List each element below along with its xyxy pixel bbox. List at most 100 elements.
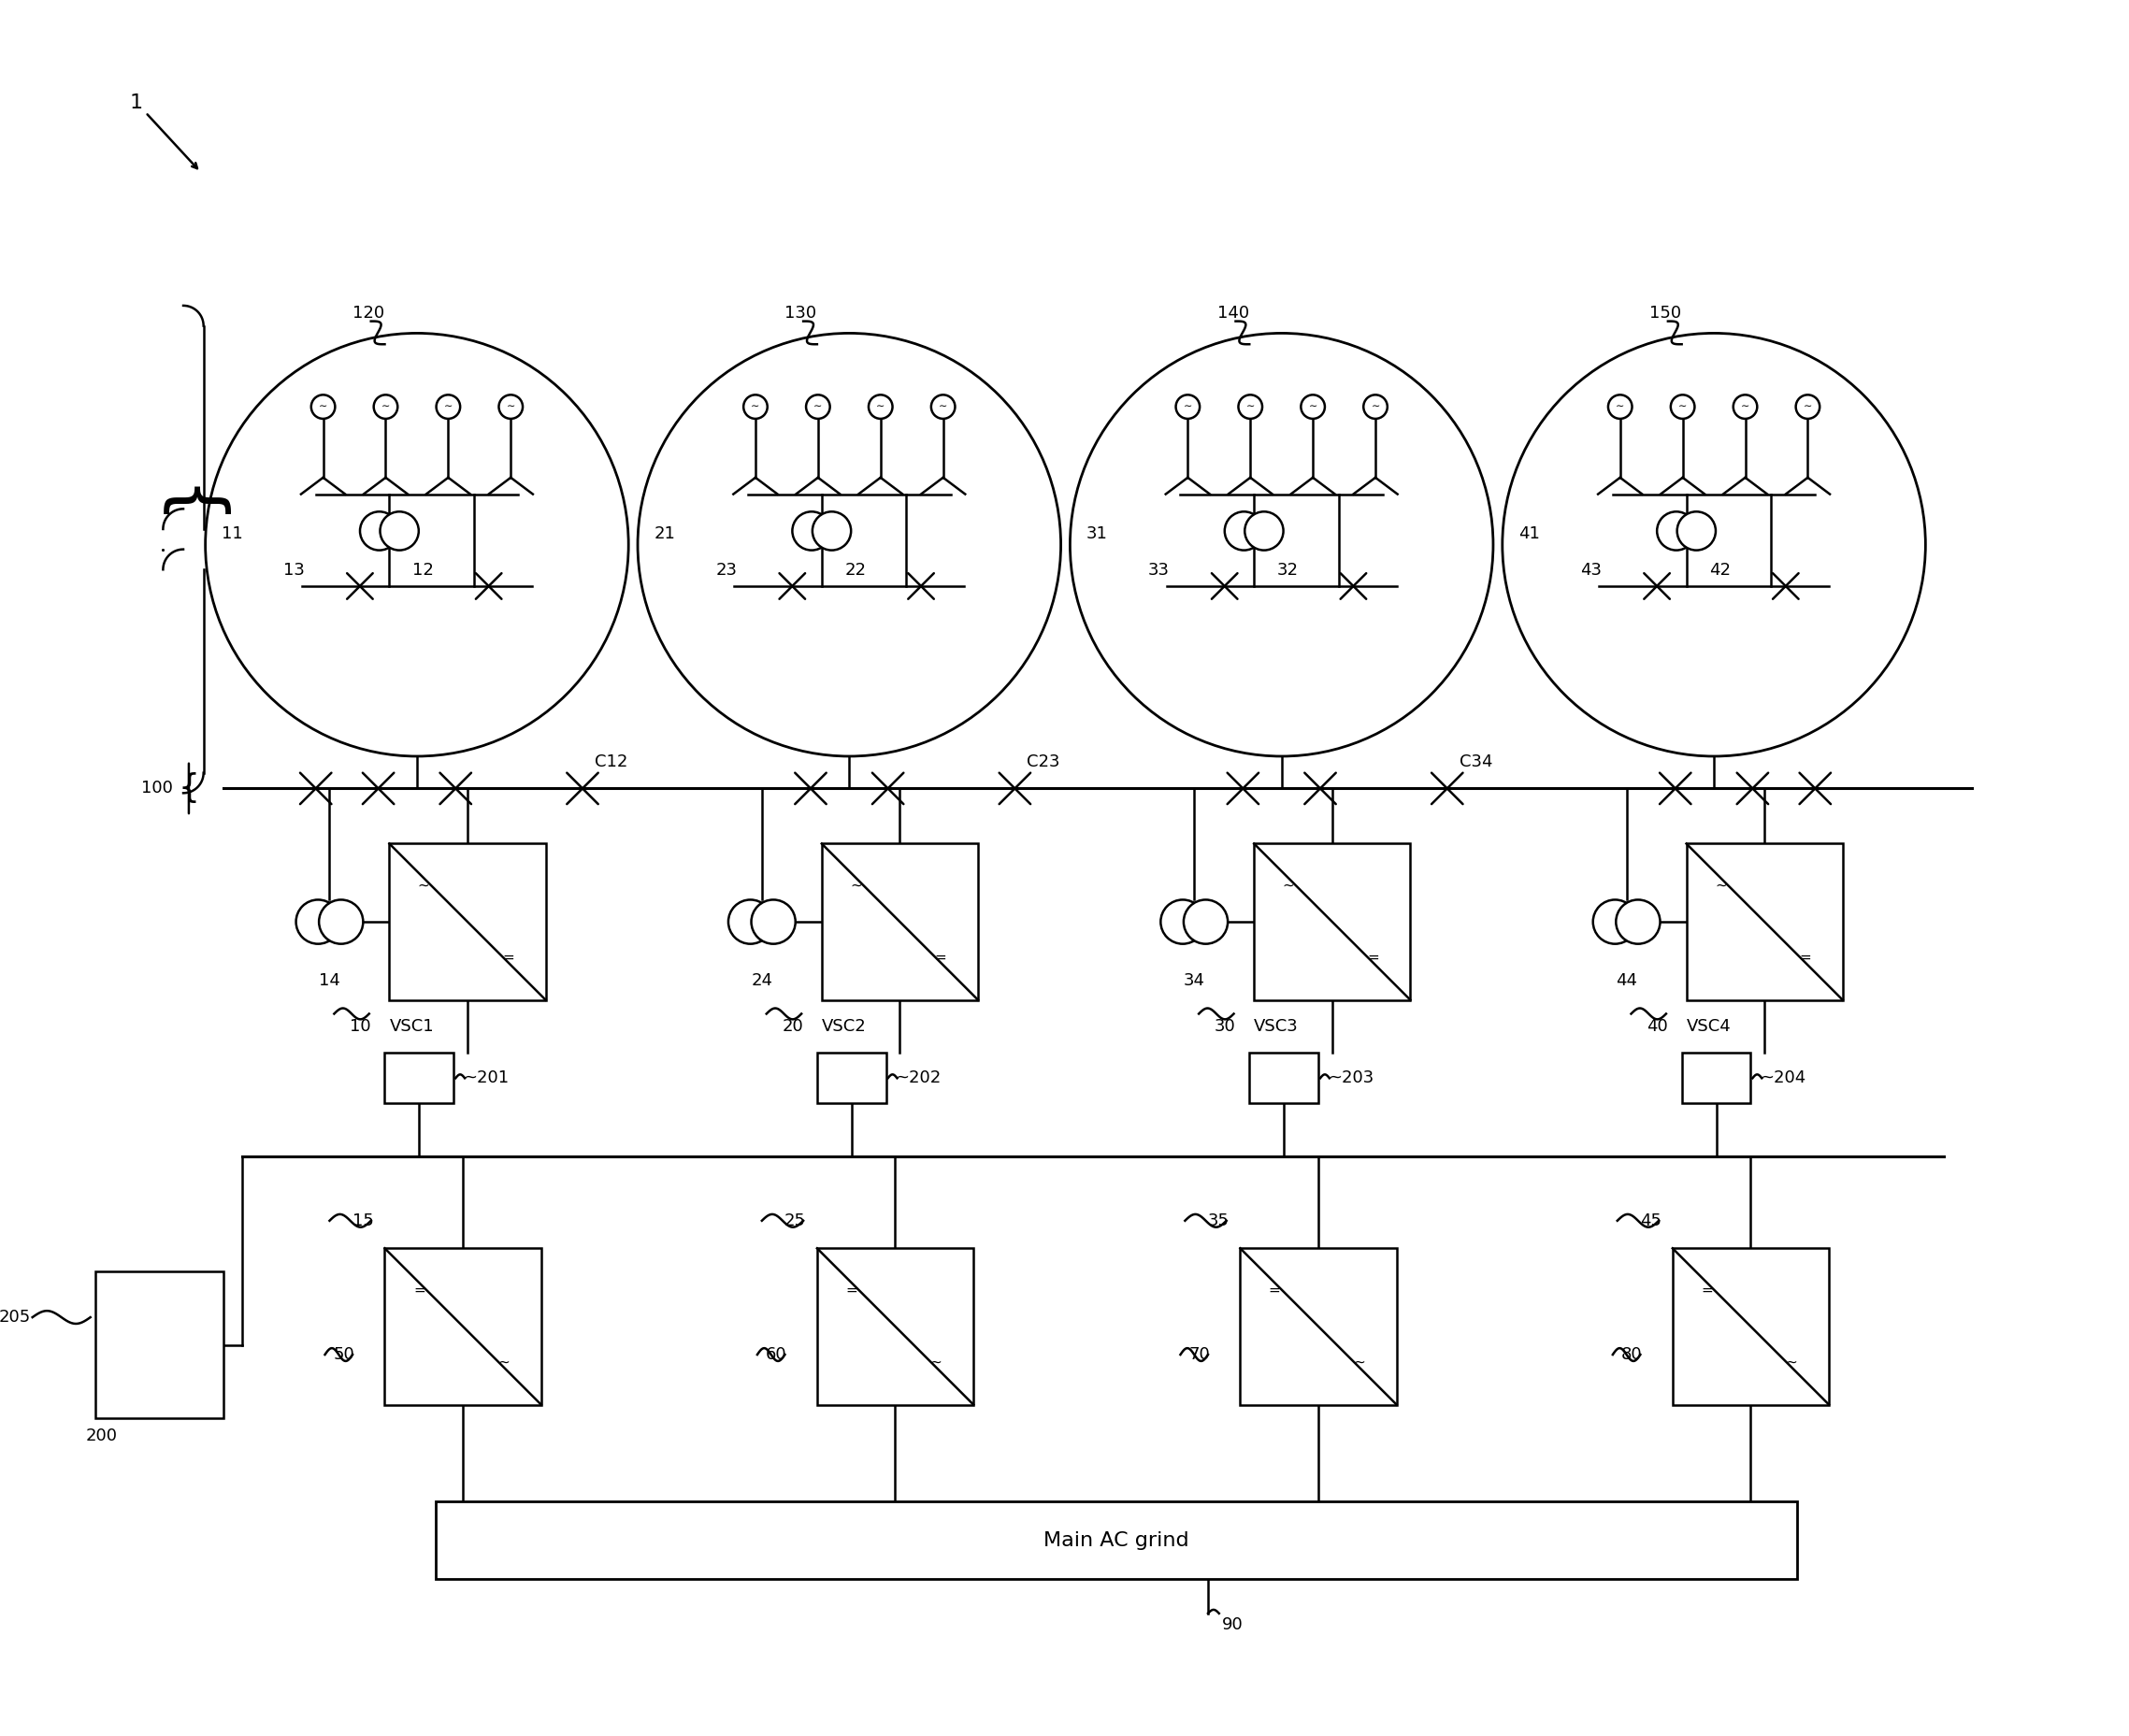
Text: VSC4: VSC4: [1686, 1019, 1731, 1035]
Text: ~: ~: [417, 878, 430, 892]
Circle shape: [375, 394, 398, 418]
Circle shape: [1184, 899, 1228, 944]
Text: 32: 32: [1277, 562, 1299, 578]
Text: ∼: ∼: [1371, 403, 1380, 411]
Text: ~: ~: [1282, 878, 1294, 892]
Text: =: =: [1799, 951, 1812, 965]
Text: VSC3: VSC3: [1254, 1019, 1299, 1035]
Circle shape: [381, 512, 419, 550]
Circle shape: [1592, 899, 1637, 944]
Text: ~201: ~201: [462, 1069, 509, 1087]
Text: 20: 20: [781, 1019, 803, 1035]
Circle shape: [1160, 899, 1205, 944]
Bar: [822, 844, 977, 1000]
Circle shape: [1363, 394, 1388, 418]
Text: ∼: ∼: [1309, 403, 1318, 411]
Circle shape: [1795, 394, 1820, 418]
Text: {: {: [153, 486, 221, 531]
Text: 35: 35: [1207, 1212, 1228, 1229]
Text: 43: 43: [1580, 562, 1601, 578]
Text: 120: 120: [353, 304, 385, 321]
Text: ~: ~: [1714, 878, 1727, 892]
Circle shape: [1616, 899, 1661, 944]
Text: ∼: ∼: [381, 403, 390, 411]
Text: =: =: [1367, 951, 1380, 965]
Bar: [390, 844, 545, 1000]
Text: ∼: ∼: [1678, 403, 1686, 411]
Circle shape: [1301, 394, 1324, 418]
Text: 90: 90: [1222, 1616, 1243, 1634]
Circle shape: [728, 899, 773, 944]
Text: ∼: ∼: [813, 403, 822, 411]
Text: C34: C34: [1458, 753, 1492, 771]
Text: ~202: ~202: [896, 1069, 941, 1087]
Text: ~: ~: [930, 1356, 941, 1370]
Bar: [1254, 844, 1409, 1000]
Circle shape: [1656, 512, 1695, 550]
Text: 25: 25: [783, 1212, 807, 1229]
Text: ~203: ~203: [1328, 1069, 1373, 1087]
Circle shape: [813, 512, 852, 550]
Text: =: =: [935, 951, 947, 965]
Text: =: =: [1701, 1283, 1714, 1297]
Circle shape: [498, 394, 524, 418]
Circle shape: [1239, 394, 1262, 418]
Text: 50: 50: [332, 1345, 353, 1363]
Circle shape: [436, 394, 460, 418]
Text: ∼: ∼: [877, 403, 886, 411]
Circle shape: [1175, 394, 1201, 418]
Text: =: =: [845, 1283, 858, 1297]
Text: ∼: ∼: [1616, 403, 1624, 411]
Circle shape: [1245, 512, 1284, 550]
Text: 23: 23: [715, 562, 737, 578]
Circle shape: [1678, 512, 1716, 550]
Text: =: =: [1269, 1283, 1280, 1297]
Text: ∼: ∼: [1803, 403, 1812, 411]
Bar: [1673, 1248, 1829, 1404]
Bar: [1250, 1052, 1318, 1104]
Text: 40: 40: [1646, 1019, 1667, 1035]
Bar: [385, 1248, 541, 1404]
Circle shape: [639, 333, 1060, 757]
Circle shape: [1071, 333, 1492, 757]
Text: 45: 45: [1639, 1212, 1661, 1229]
Text: 21: 21: [654, 526, 675, 542]
Circle shape: [319, 899, 364, 944]
Circle shape: [311, 394, 334, 418]
Text: =: =: [413, 1283, 426, 1297]
Text: ∼: ∼: [752, 403, 760, 411]
Circle shape: [1733, 394, 1756, 418]
Bar: [96, 1271, 224, 1418]
Text: C12: C12: [594, 753, 628, 771]
Bar: [434, 1502, 1797, 1580]
Text: 10: 10: [349, 1019, 370, 1035]
Text: 30: 30: [1214, 1019, 1235, 1035]
Text: 80: 80: [1620, 1345, 1641, 1363]
Text: 60: 60: [766, 1345, 788, 1363]
Text: {: {: [179, 773, 200, 804]
Bar: [1686, 844, 1844, 1000]
Circle shape: [807, 394, 830, 418]
Circle shape: [1503, 333, 1925, 757]
Text: C23: C23: [1026, 753, 1060, 771]
Text: 130: 130: [786, 304, 818, 321]
Text: 33: 33: [1148, 562, 1169, 578]
Text: 70: 70: [1188, 1345, 1209, 1363]
Text: ∼: ∼: [443, 403, 453, 411]
Text: 100: 100: [141, 779, 172, 797]
Text: ∼: ∼: [319, 403, 328, 411]
Circle shape: [930, 394, 956, 418]
Bar: [1241, 1248, 1397, 1404]
Text: 200: 200: [85, 1427, 117, 1444]
Bar: [1682, 1052, 1750, 1104]
Text: 1: 1: [130, 94, 143, 113]
Text: ~: ~: [498, 1356, 509, 1370]
Circle shape: [1224, 512, 1262, 550]
Text: 41: 41: [1518, 526, 1539, 542]
Circle shape: [360, 512, 398, 550]
Circle shape: [743, 394, 766, 418]
Text: ~: ~: [1354, 1356, 1365, 1370]
Text: ∼: ∼: [1184, 403, 1192, 411]
Text: 31: 31: [1086, 526, 1107, 542]
Text: VSC1: VSC1: [390, 1019, 434, 1035]
